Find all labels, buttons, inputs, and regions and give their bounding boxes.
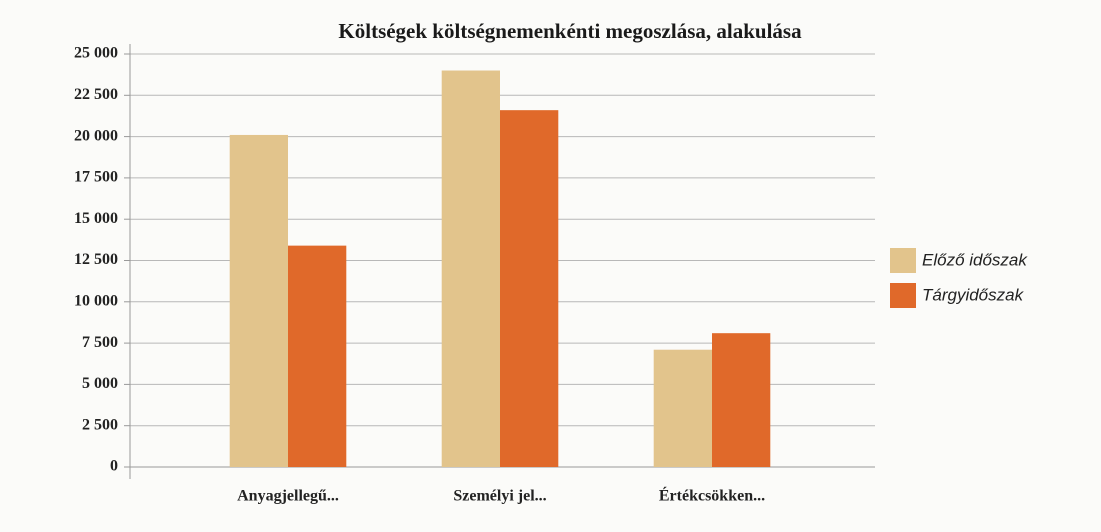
x-tick-label: Értékcsökken... xyxy=(659,486,765,505)
y-tick-label: 5 000 xyxy=(82,375,118,392)
bar xyxy=(653,349,712,467)
bar xyxy=(500,110,559,467)
bar xyxy=(712,333,771,467)
legend-swatch xyxy=(890,283,916,308)
y-tick-label: 7 500 xyxy=(82,334,118,351)
y-tick-label: 12 500 xyxy=(74,251,118,268)
bar xyxy=(288,245,347,467)
x-tick-label: Személyi jel... xyxy=(453,488,546,505)
chart-title: Költségek költségnemenkénti megoszlása, … xyxy=(338,19,802,43)
legend-label: Előző időszak xyxy=(922,250,1028,269)
legend-swatch xyxy=(890,248,916,273)
y-tick-label: 17 500 xyxy=(74,169,118,186)
y-tick-label: 2 500 xyxy=(82,416,118,433)
x-tick-label: Anyagjellegű... xyxy=(237,488,339,505)
y-tick-label: 0 xyxy=(110,458,118,475)
y-tick-label: 20 000 xyxy=(74,127,118,144)
bar xyxy=(229,134,288,467)
y-tick-label: 25 000 xyxy=(74,45,118,62)
y-tick-label: 10 000 xyxy=(74,292,118,309)
y-tick-label: 22 500 xyxy=(74,86,118,103)
bar xyxy=(441,70,500,468)
legend-label: Tárgyidőszak xyxy=(922,285,1025,304)
y-tick-label: 15 000 xyxy=(74,210,118,227)
